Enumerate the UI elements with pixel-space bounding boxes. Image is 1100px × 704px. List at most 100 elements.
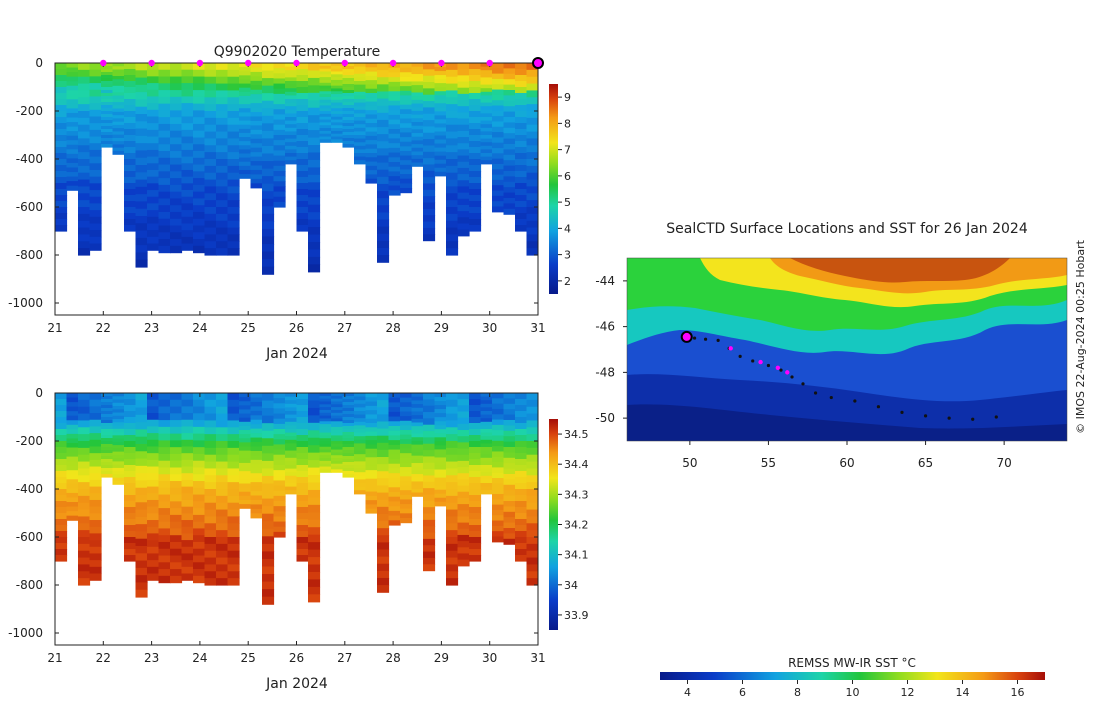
profile-cell <box>469 105 482 112</box>
profile-cell <box>101 132 114 136</box>
profile-cell <box>515 195 528 202</box>
profile-cell <box>147 210 160 218</box>
profile-cell <box>78 393 91 401</box>
profile-cell <box>365 453 378 458</box>
x-tick-label: 22 <box>96 651 111 665</box>
profile-cell <box>480 113 493 118</box>
profile-cell <box>296 201 309 208</box>
profile-cell <box>135 531 148 540</box>
profile-cell <box>377 585 390 593</box>
profile-cell <box>446 509 459 518</box>
profile-cell <box>492 504 505 511</box>
profile-cell <box>89 203 102 211</box>
profile-cell <box>147 116 160 124</box>
profile-cell <box>89 546 102 555</box>
profile-cell <box>446 543 459 552</box>
profile-cell <box>365 431 378 437</box>
profile-cell <box>66 511 79 517</box>
profile-cell <box>170 447 183 455</box>
profile-cell <box>331 111 344 115</box>
profile-cell <box>423 469 436 477</box>
profile-cell <box>331 418 344 422</box>
profile-cell <box>101 123 114 127</box>
profile-cell <box>227 138 240 146</box>
profile-cell <box>55 405 68 412</box>
profile-cell <box>342 393 355 397</box>
profile-cell <box>55 81 68 88</box>
profile-cell <box>411 92 424 97</box>
profile-cell <box>469 165 482 172</box>
profile-cell <box>377 91 390 100</box>
profile-cell <box>285 131 298 136</box>
profile-cell <box>78 186 91 194</box>
profile-cell <box>526 63 538 71</box>
profile-cell <box>503 517 516 524</box>
profile-cell <box>342 438 355 442</box>
profile-cell <box>515 543 528 550</box>
profile-cell <box>193 406 206 414</box>
profile-cell <box>388 81 401 88</box>
profile-cell <box>66 488 79 494</box>
profile-cell <box>112 66 125 71</box>
profile-cell <box>250 428 263 434</box>
profile-cell <box>216 227 229 236</box>
profile-cell <box>342 114 355 118</box>
profile-cell <box>193 528 206 536</box>
profile-cell <box>480 127 493 132</box>
profile-cell <box>423 532 436 540</box>
profile-cell <box>89 143 102 151</box>
profile-cell <box>331 74 344 78</box>
profile-cell <box>411 107 424 112</box>
profile-cell <box>331 63 344 67</box>
profile-cell <box>319 108 332 112</box>
profile-cell <box>66 506 79 512</box>
profile-cell <box>193 137 206 145</box>
profile-cell <box>55 141 68 148</box>
profile-cell <box>400 393 413 399</box>
profile-cell <box>446 179 459 188</box>
profile-cell <box>66 135 79 141</box>
profile-cell <box>89 83 102 91</box>
profile-cell <box>308 264 321 273</box>
x-tick-label: 30 <box>482 651 497 665</box>
profile-cell <box>480 439 493 444</box>
profile-cell <box>262 108 275 117</box>
profile-cell <box>55 195 68 202</box>
profile-cell <box>515 105 528 112</box>
profile-cell <box>446 420 459 428</box>
profile-cell <box>515 183 528 190</box>
profile-cell <box>296 129 309 136</box>
profile-cell <box>273 73 286 80</box>
profile-cell <box>147 123 160 131</box>
profile-cell <box>503 122 516 129</box>
profile-cell <box>204 461 217 470</box>
profile-cell <box>308 586 321 595</box>
profile-cell <box>469 141 482 148</box>
profile-cell <box>319 63 332 67</box>
profile-cell <box>124 495 137 502</box>
profile-cell <box>457 174 470 181</box>
profile-cell <box>66 402 79 408</box>
profile-cell <box>147 83 160 91</box>
profile-cell <box>78 104 91 112</box>
profile-cell <box>135 553 148 562</box>
profile-cell <box>216 420 229 428</box>
sst-colorbar <box>660 672 1045 680</box>
profile-cell <box>400 123 413 129</box>
y-tick-label: -200 <box>16 104 43 118</box>
sst-colorbar-tick-label: 14 <box>956 686 970 699</box>
profile-cell <box>296 429 309 436</box>
profile-cell <box>319 119 332 123</box>
profile-cell <box>147 156 160 164</box>
profile-cell <box>354 109 367 114</box>
profile-cell <box>78 179 91 188</box>
profile-cell <box>55 213 68 220</box>
profile-cell <box>147 236 160 245</box>
profile-cell <box>492 525 505 532</box>
profile-cell <box>262 93 275 102</box>
profile-cell <box>112 393 125 397</box>
profile-cell <box>308 241 321 251</box>
profile-cell <box>469 429 482 436</box>
profile-cell <box>285 454 298 459</box>
profile-cell <box>204 406 217 415</box>
